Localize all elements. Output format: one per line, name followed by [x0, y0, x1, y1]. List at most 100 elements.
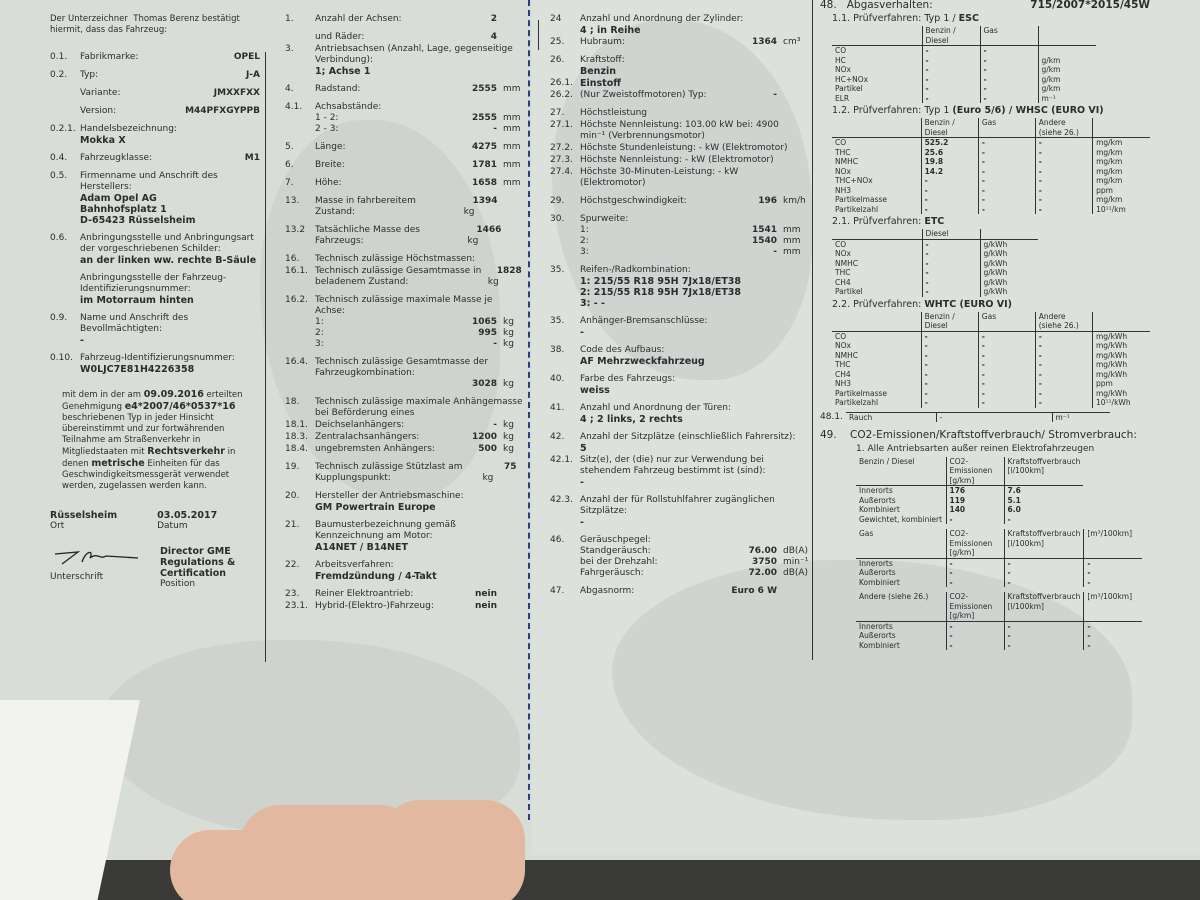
table-cell: -: [1083, 568, 1142, 578]
table-row: Partikel - g/kWh: [832, 287, 1038, 297]
item-body: Anzahl und Anordnung der Zylinder: 4 ; in…: [580, 14, 805, 36]
item-body: Hubraum: 1364 cm³: [580, 37, 805, 48]
item-number: 23.1.: [285, 601, 308, 611]
table-row: Außerorts 119 5.1: [856, 495, 1084, 505]
sub-value-group: 995 kg: [457, 328, 525, 339]
item-row: Reifen-/Radkombination:: [580, 265, 805, 276]
spec-item: 24 Anzahl und Anordnung der Zylinder: 4 ; …: [550, 14, 805, 36]
procedure-label: 1.2. Prüfverfahren: Typ 1: [832, 105, 953, 116]
item-row: ungebremsten Anhängers: 500 kg: [315, 444, 525, 455]
table-header-cell: CO2-Emissionen [g/km]: [945, 592, 1004, 622]
item-value-line: Benzin: [580, 66, 616, 77]
item-label: Höchste Nennleistung: 103.00 kW bei: 490…: [580, 120, 779, 141]
item-row: Antriebsachsen (Anzahl, Lage, gegenseiti…: [315, 44, 525, 66]
item-row: Abgasnorm: Euro 6 W: [580, 586, 805, 597]
item-row: Höhe: 1658 mm: [315, 178, 525, 189]
table-row: Innerorts - - -: [856, 621, 1142, 631]
column-divider: [812, 0, 813, 660]
item-value-group: M1: [220, 153, 260, 164]
item-row: Kraftstoff:: [580, 55, 805, 66]
table-row: Außerorts - - -: [856, 631, 1142, 641]
item-value: 1828: [496, 266, 522, 276]
sub-label: 1:: [315, 317, 324, 327]
declaration-column: Der Unterzeichner Thomas Berenz bestätig…: [50, 14, 260, 590]
spec-item: 22. Arbeitsverfahren: Fremdzündung / 4-Tak…: [285, 560, 525, 582]
table-cell: mg/kWh: [1091, 388, 1150, 398]
item-value: 75: [503, 462, 517, 472]
table-row: CO - - - mg/kWh: [832, 331, 1150, 341]
item-label: Code des Aufbaus:: [580, 345, 665, 355]
item-body: Höchste Nennleistung: - kW (Elektromotor…: [580, 155, 805, 166]
table-cell: 19.8: [920, 157, 979, 167]
date-value: 03.05.2017: [157, 510, 218, 521]
sub-value: -: [493, 339, 497, 349]
spec-item: 23.1. Hybrid-(Elektro-)Fahrzeug: nein: [285, 601, 525, 612]
table-cell: CO: [835, 331, 847, 341]
table-cell: mg/kWh: [1091, 350, 1150, 360]
item-body: Name und Anschrift des Bevollmächtigten:…: [80, 313, 260, 346]
item-row: Breite: 1781 mm: [315, 160, 525, 171]
item-value-group: -: [737, 90, 805, 101]
table-header-cell: Gas: [977, 311, 1036, 332]
item-row: Hubraum: 1364 cm³: [580, 37, 805, 48]
table-cell: mg/km: [1092, 137, 1150, 148]
data-table: Benzin / Diesel Gas CO - - HC - - g/km NOx - - g/km H…: [832, 26, 1096, 103]
spec-item: 26.2. (Nur Zweistoffmotoren) Typ: -: [550, 90, 805, 101]
item-label: (Nur Zweistoffmotoren) Typ:: [580, 90, 707, 100]
table-header-cell: [832, 118, 922, 138]
spec-item: 42. Anzahl der Sitzplätze (einschließlich…: [550, 432, 805, 454]
spec-item: 16.1. Technisch zulässige Gesamtmasse in …: [285, 266, 525, 288]
statement-emphasis: metrische: [91, 458, 145, 469]
spec-item: 0.10. Fahrzeug-Identifizierungsnummer: W0L…: [50, 353, 260, 375]
sub-value-group: 76.00 dB(A): [737, 546, 809, 557]
item-number: 18.1.: [285, 420, 308, 430]
table-header-row: Benzin / Diesel Gas: [832, 26, 1096, 46]
table-cell: -: [1083, 640, 1142, 650]
item-value-line: im Motorraum hinten: [80, 295, 194, 306]
item-number: 46.: [550, 535, 565, 545]
table-cell: THC: [835, 360, 851, 369]
table-row: Partikelzahl - - -10¹¹/km: [832, 204, 1150, 214]
sub-label: Standgeräusch:: [580, 546, 651, 556]
item-label: Breite:: [315, 160, 345, 170]
sub-unit: kg: [503, 379, 514, 389]
sub-value-group: 2555 mm: [457, 113, 525, 124]
sub-row: 1 - 2: 2555 mm: [315, 113, 525, 124]
spec-item: 25. Hubraum: 1364 cm³: [550, 37, 805, 48]
item-label: Kraftstoff:: [580, 55, 625, 65]
table-header-cell: [1091, 311, 1150, 332]
item-body: Variante: JMXXFXX: [80, 88, 260, 99]
table-cell: -: [977, 137, 1036, 148]
item-label: Abgasnorm:: [580, 586, 635, 596]
table-cell: HC: [835, 55, 846, 65]
table-cell: -: [1034, 398, 1093, 408]
item-body: ungebremsten Anhängers: 500 kg: [315, 444, 525, 455]
table-cell: mg/km: [1092, 147, 1150, 157]
item-label: Anzahl der Achsen:: [315, 14, 402, 24]
item-value-line: GM Powertrain Europe: [315, 502, 436, 513]
item-row: Variante: JMXXFXX: [80, 88, 260, 99]
sub-value-group: - mm: [457, 124, 525, 135]
sub-unit: mm: [783, 225, 801, 235]
item-unit: mm: [503, 84, 521, 94]
table-row: CH4- - - mg/kWh: [832, 369, 1150, 379]
item-label: Variante:: [80, 88, 121, 98]
data-table: Diesel CO - g/kWh NOx - g/kWh NMHC - g/kWh THC - g/k…: [832, 229, 1038, 297]
item-number: 3.: [285, 44, 294, 54]
item-number: 13.: [285, 196, 300, 206]
sub-unit: kg: [503, 339, 514, 349]
item-body: Handelsbezeichnung: Mokka X: [80, 124, 260, 146]
table-cell: -: [921, 74, 980, 84]
smoke-section: 48.1. Rauch - m⁻¹: [820, 411, 1150, 423]
item-value-group: 2555 mm: [457, 84, 525, 95]
spec-item: 42.1. Sitz(e), der (die) nur zur Verwendu…: [550, 455, 805, 488]
item-body: Höhe: 1658 mm: [315, 178, 525, 189]
table-row: CO - g/kWh: [832, 239, 1038, 249]
table-cell: 25.6: [920, 147, 979, 157]
item-body: Anzahl der Sitzplätze (einschließlich Fa…: [580, 432, 805, 454]
table-header-cell: Gas: [979, 26, 1038, 46]
table-cell: mg/km: [1092, 195, 1150, 205]
item-number: 0.5.: [50, 171, 68, 181]
item-row: und Räder: 4: [315, 32, 525, 43]
item-value-line: an der linken ww. rechte B-Säule: [80, 255, 257, 266]
